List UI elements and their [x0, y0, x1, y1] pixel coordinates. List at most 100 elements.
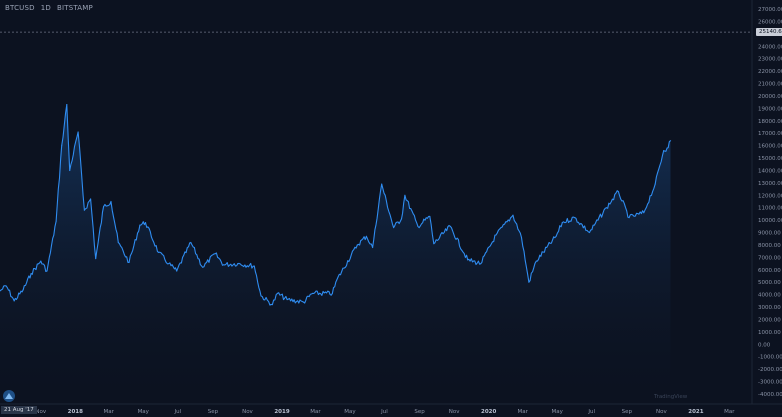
- exchange-label: BITSTAMP: [56, 4, 93, 12]
- price-data-point: [66, 104, 68, 106]
- price-data-point: [669, 140, 672, 142]
- price-data-point: [22, 289, 24, 291]
- price-data-point: [176, 270, 178, 272]
- price-data-point: [77, 131, 79, 133]
- y-tick-label: 13000.00: [758, 181, 782, 187]
- price-data-point: [429, 215, 431, 217]
- x-tick-label: Jul: [380, 409, 388, 415]
- price-data-point: [356, 244, 358, 246]
- x-tick-label: Mar: [724, 409, 735, 415]
- watermark: TradingView: [654, 394, 688, 400]
- y-tick-label: 20000.00: [758, 94, 782, 100]
- y-tick-label: 0.00: [758, 342, 771, 348]
- time-axis[interactable]: Nov 2018 Mar May Jul Sep Nov 2019 Mar May Jul Sep No…: [35, 409, 735, 415]
- price-data-point: [110, 200, 112, 203]
- x-tick-label: Mar: [517, 409, 528, 415]
- y-tick-label: -1000.00: [758, 355, 782, 361]
- price-data-point: [336, 279, 338, 281]
- crosshair-date-tag: 21 Aug '17: [1, 406, 37, 414]
- price-data-point: [0, 290, 1, 292]
- price-data-point: [372, 246, 374, 249]
- x-tick-label: Nov: [242, 409, 253, 415]
- y-tick-label: 1000.00: [758, 330, 781, 336]
- y-tick-label: 23000.00: [758, 57, 782, 63]
- price-data-point: [190, 241, 192, 244]
- price-data-point: [449, 225, 451, 227]
- x-tick-label: May: [344, 409, 356, 415]
- price-data-point: [381, 183, 383, 185]
- y-tick-label: 16000.00: [758, 144, 782, 150]
- symbol-header: BTCUSD 1D BITSTAMP: [5, 4, 93, 12]
- y-tick-label: 24000.00: [758, 44, 782, 50]
- price-data-point: [302, 301, 305, 303]
- y-tick-label: 4000.00: [758, 293, 781, 299]
- x-tick-label: May: [552, 409, 564, 415]
- plot-area: [0, 104, 672, 404]
- y-tick-label: 21000.00: [758, 82, 782, 88]
- y-tick-label: -3000.00: [758, 380, 782, 386]
- tradingview-logo-icon[interactable]: [3, 390, 15, 402]
- symbol-label[interactable]: BTCUSD: [5, 4, 35, 12]
- x-tick-label: 2019: [274, 409, 289, 415]
- interval-label[interactable]: 1D: [40, 4, 51, 12]
- x-tick-label: Mar: [104, 409, 115, 415]
- y-tick-label: -4000.00: [758, 392, 782, 398]
- price-data-point: [617, 191, 620, 193]
- x-tick-label: Sep: [208, 409, 219, 415]
- price-data-point: [260, 295, 262, 297]
- price-data-point: [535, 260, 537, 262]
- price-data-point: [40, 260, 42, 262]
- y-tick-label: 14000.00: [758, 168, 782, 174]
- price-data-point: [128, 261, 130, 263]
- price-data-point: [312, 292, 314, 294]
- price-data-point: [276, 292, 279, 294]
- y-tick-label: 8000.00: [758, 243, 781, 249]
- y-tick-label: 17000.00: [758, 131, 782, 137]
- price-data-point: [61, 145, 63, 147]
- price-data-point: [512, 214, 514, 216]
- y-tick-label: 27000.00: [758, 7, 782, 13]
- price-data-point: [480, 263, 482, 265]
- price-data-point: [144, 222, 147, 224]
- price-data-point: [69, 169, 71, 172]
- price-axis[interactable]: 27000.0026000.0025000.0024000.0023000.00…: [758, 7, 782, 398]
- x-tick-label: Jul: [587, 409, 595, 415]
- x-tick-label: Nov: [35, 409, 46, 415]
- price-data-point: [30, 272, 32, 275]
- price-data-point: [271, 304, 273, 306]
- y-tick-label: 12000.00: [758, 193, 782, 199]
- last-price-tag: 25140.67: [756, 28, 782, 37]
- price-data-point: [253, 265, 255, 267]
- y-tick-label: 9000.00: [758, 231, 781, 237]
- price-data-point: [666, 147, 668, 149]
- y-tick-label: 7000.00: [758, 255, 781, 261]
- price-data-point: [393, 227, 395, 229]
- price-data-point: [55, 220, 57, 222]
- price-data-point: [5, 285, 7, 287]
- price-data-point: [168, 263, 170, 265]
- y-tick-label: 19000.00: [758, 106, 782, 112]
- price-data-point: [214, 253, 216, 255]
- x-tick-label: Mar: [310, 409, 321, 415]
- price-data-point: [46, 270, 48, 272]
- price-data-point: [528, 281, 530, 283]
- price-data-point: [286, 299, 288, 301]
- price-data-point: [117, 241, 119, 244]
- price-data-point: [574, 217, 576, 219]
- price-data-point: [588, 231, 591, 234]
- price-data-point: [663, 150, 665, 152]
- price-data-point: [605, 207, 608, 209]
- x-tick-label: Nov: [449, 409, 460, 415]
- x-tick-label: Sep: [414, 409, 425, 415]
- y-tick-label: 26000.00: [758, 19, 782, 25]
- y-tick-label: 15000.00: [758, 156, 782, 162]
- price-area-fill: [0, 104, 671, 404]
- price-data-point: [158, 251, 160, 253]
- x-tick-label: Nov: [656, 409, 667, 415]
- price-data-point: [103, 205, 105, 208]
- price-data-point: [139, 224, 141, 226]
- y-tick-label: 2000.00: [758, 317, 781, 323]
- price-data-point: [417, 225, 419, 227]
- price-data-point: [202, 266, 204, 268]
